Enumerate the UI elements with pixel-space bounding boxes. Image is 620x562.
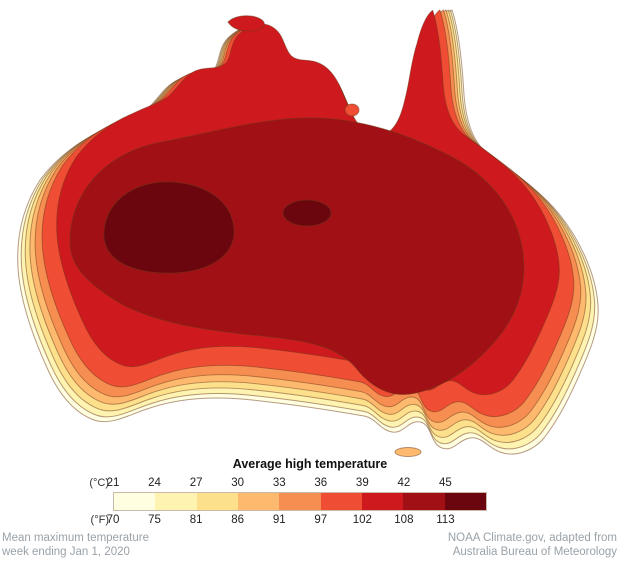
legend-swatch: [444, 493, 486, 510]
fahrenheit-tick: 86: [231, 514, 245, 526]
caption-left-line2: week ending Jan 1, 2020: [2, 545, 130, 558]
island-top-end: [227, 15, 265, 32]
celsius-tick: 36: [314, 477, 328, 489]
caption-right-line2: Australia Bureau of Meteorology: [452, 545, 617, 558]
legend-scale: (°C) (°F) 21 24 27 30 33 36 39 42 45 70: [89, 477, 487, 527]
legend-swatch: [361, 493, 404, 510]
legend-swatch: [237, 493, 280, 510]
celsius-tick: 24: [148, 477, 161, 489]
celsius-tick: 39: [355, 477, 369, 489]
legend-swatch: [279, 493, 321, 510]
legend-swatch: [403, 493, 445, 510]
caption-right-line1: NOAA Climate.gov, adapted from: [447, 531, 617, 544]
fahrenheit-tick: 91: [272, 514, 286, 526]
fahrenheit-unit-label: (°F): [90, 514, 109, 526]
fahrenheit-tick: 113: [436, 514, 455, 526]
legend-swatch: [114, 493, 156, 510]
fahrenheit-scale: 70 75 81 86 91 97 102 108 113: [107, 514, 487, 527]
caption-left-line1: Mean maximum temperature: [2, 531, 149, 544]
celsius-tick: 42: [397, 477, 411, 489]
legend-color-bar: [113, 492, 487, 511]
legend-swatch: [196, 493, 238, 510]
island-south-coast: [394, 447, 422, 457]
map-band-45c: [103, 181, 235, 274]
map-band-45c-patch: [282, 199, 332, 227]
fahrenheit-tick: 75: [148, 514, 161, 526]
legend-swatch: [155, 493, 197, 510]
caption-source-right: NOAA Climate.gov, adapted from Australia…: [448, 531, 617, 559]
celsius-scale: 21 24 27 30 33 36 39 42 45: [107, 477, 487, 490]
celsius-tick: 30: [231, 477, 245, 489]
map-australia: [17, 9, 599, 457]
celsius-tick: 33: [272, 477, 286, 489]
celsius-tick: 45: [439, 477, 452, 489]
celsius-unit-label: (°C): [89, 477, 109, 489]
fahrenheit-tick: 108: [394, 514, 414, 526]
fahrenheit-tick: 97: [314, 514, 328, 526]
fahrenheit-tick: 70: [106, 514, 120, 526]
legend-swatch: [320, 493, 362, 510]
celsius-tick: 21: [106, 477, 120, 489]
fahrenheit-tick: 81: [189, 514, 203, 526]
fahrenheit-tick: 102: [352, 514, 372, 526]
celsius-tick: 27: [189, 477, 203, 489]
legend-title: Average high temperature: [232, 457, 388, 471]
caption-source-left: Mean maximum temperature week ending Jan…: [2, 531, 149, 559]
island-gulf: [344, 103, 360, 117]
